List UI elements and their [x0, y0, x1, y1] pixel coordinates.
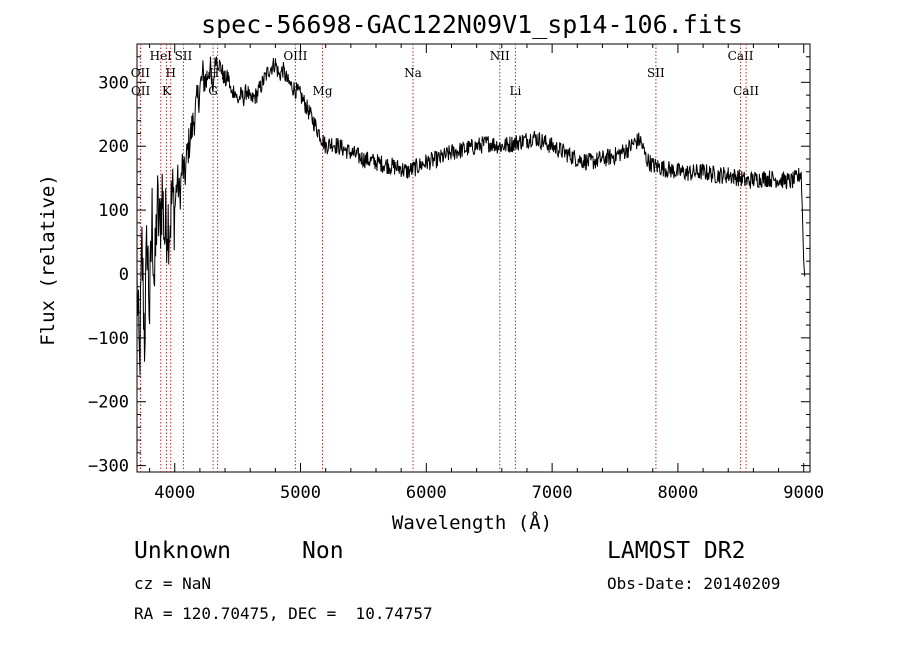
y-axis: −300 −200 −100 0 100 200 300 — [88, 56, 810, 477]
x-tick-label: 4000 — [154, 483, 195, 503]
plot-frame — [136, 43, 811, 473]
line-marker-label: CaII — [728, 49, 754, 63]
line-marker-label: SII — [175, 49, 193, 63]
y-tick-label: 0 — [119, 265, 129, 285]
y-tick-label: 200 — [98, 137, 129, 157]
y-tick-label: −100 — [88, 329, 129, 349]
x-tick-label: 7000 — [532, 483, 573, 503]
x-tick-label: 8000 — [657, 483, 698, 503]
x-tick-label: 6000 — [406, 483, 447, 503]
object-class: Unknown — [134, 538, 231, 564]
line-marker-label: NII — [490, 49, 510, 63]
line-marker-label: HeI — [150, 49, 173, 63]
line-marker-label: OII — [131, 84, 151, 98]
spectrum-line — [136, 56, 806, 375]
line-marker-label: K — [162, 84, 172, 98]
redshift-readout: cz = NaN — [134, 574, 212, 593]
line-marker-label: CaII — [733, 84, 759, 98]
object-subclass: Non — [302, 538, 344, 564]
y-tick-label: 100 — [98, 201, 129, 221]
y-tick-label: −300 — [88, 457, 129, 477]
x-axis: 4000 5000 6000 7000 8000 9000 — [149, 44, 824, 503]
line-marker-label: OIII — [283, 49, 307, 63]
obs-date: Obs-Date: 20140209 — [607, 574, 781, 593]
line-marker-label: H — [165, 66, 175, 80]
x-tick-label: 5000 — [280, 483, 321, 503]
line-marker-label: SII — [647, 66, 665, 80]
coordinates: RA = 120.70475, DEC = 10.74757 — [134, 604, 433, 623]
x-tick-label: 9000 — [783, 483, 824, 503]
line-marker-label: Li — [509, 84, 521, 98]
chart-title: spec-56698-GAC122N09V1_sp14-106.fits — [201, 10, 743, 39]
line-marker-label: Mg — [313, 84, 333, 98]
y-tick-label: −200 — [88, 393, 129, 413]
survey-name: LAMOST DR2 — [607, 538, 746, 564]
y-tick-label: 300 — [98, 73, 129, 93]
line-marker-label: Na — [404, 66, 422, 80]
y-axis-label: Flux (relative) — [37, 174, 59, 346]
x-axis-label: Wavelength (Å) — [392, 511, 552, 534]
